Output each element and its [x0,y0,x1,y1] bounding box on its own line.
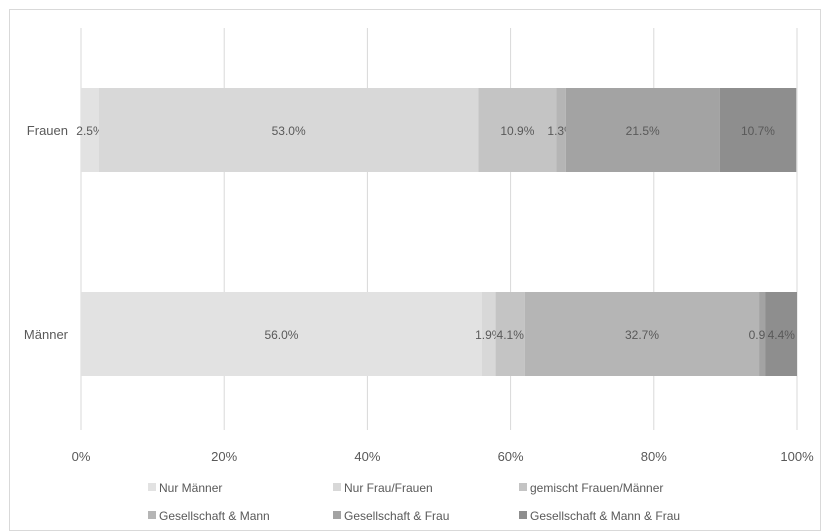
bar-segment [719,88,797,172]
legend-label: Gesellschaft & Frau [344,509,449,523]
legend-swatch [148,483,156,491]
x-tick-label: 0% [72,449,91,464]
legend-swatch [333,511,341,519]
data-label: 56.0% [264,328,298,342]
bar-segment [524,292,760,376]
data-label: 21.5% [626,124,660,138]
data-label: 4.1% [497,328,525,342]
x-tick-label: 100% [780,449,814,464]
legend-swatch [333,483,341,491]
data-label: 10.9% [500,124,534,138]
bar-segment [481,292,496,376]
legend-label: Gesellschaft & Mann [159,509,270,523]
legend-swatch [148,511,156,519]
data-label: 4.4% [768,328,796,342]
category-label: Männer [24,327,69,342]
data-label: 32.7% [625,328,659,342]
legend-label: Gesellschaft & Mann & Frau [530,509,680,523]
data-label: 10.7% [741,124,775,138]
x-tick-label: 20% [211,449,237,464]
x-tick-label: 40% [354,449,380,464]
bar-segment [478,88,557,172]
legend-label: gemischt Frauen/Männer [530,481,663,495]
legend-swatch [519,483,527,491]
data-label: 2.5% [76,124,104,138]
bar-segment [759,292,766,376]
x-tick-label: 80% [641,449,667,464]
bar-segment [81,88,99,172]
bar-segment [495,292,525,376]
legend-label: Nur Männer [159,481,222,495]
bar-segment [81,292,482,376]
legend-label: Nur Frau/Frauen [344,481,433,495]
legend-swatch [519,511,527,519]
bar-segment [556,88,566,172]
data-label: 53.0% [272,124,306,138]
bar-segment [98,88,479,172]
bar-segment [765,292,797,376]
bar-segment [565,88,720,172]
category-label: Frauen [27,123,68,138]
x-tick-label: 60% [498,449,524,464]
